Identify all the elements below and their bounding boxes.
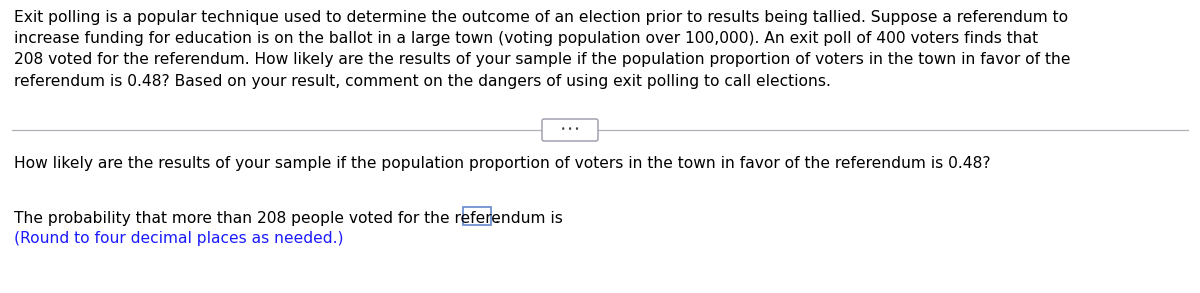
Text: How likely are the results of your sample if the population proportion of voters: How likely are the results of your sampl… xyxy=(14,156,991,171)
Text: .: . xyxy=(494,211,499,226)
Text: • • •: • • • xyxy=(560,125,580,134)
FancyBboxPatch shape xyxy=(542,119,598,141)
FancyBboxPatch shape xyxy=(463,207,491,225)
Text: Exit polling is a popular technique used to determine the outcome of an election: Exit polling is a popular technique used… xyxy=(14,10,1070,89)
Text: (Round to four decimal places as needed.): (Round to four decimal places as needed.… xyxy=(14,231,343,246)
Text: The probability that more than 208 people voted for the referendum is: The probability that more than 208 peopl… xyxy=(14,211,563,226)
